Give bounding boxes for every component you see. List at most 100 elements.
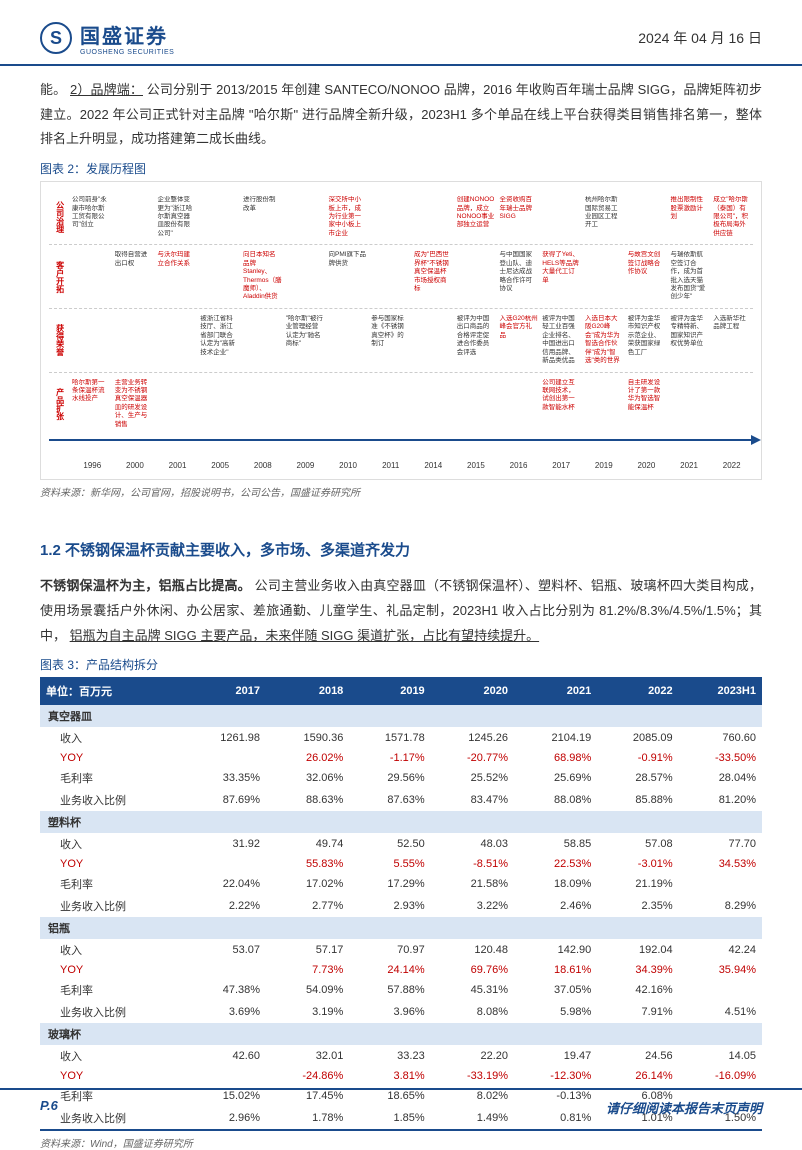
timeline-cell	[199, 196, 240, 238]
table-category-row: 塑料杯	[40, 811, 762, 833]
timeline-cell	[242, 379, 283, 430]
table-cell: 34.39%	[597, 961, 678, 979]
page-number: P.6	[40, 1098, 58, 1117]
table-cell: 2.35%	[597, 895, 678, 917]
timeline-cell	[456, 251, 497, 302]
table-cell: 33.35%	[185, 767, 266, 789]
timeline-cell	[712, 379, 753, 430]
table-cell: 14.05	[679, 1045, 762, 1067]
table-cell: 21.19%	[597, 873, 678, 895]
table-cell: 22.04%	[185, 873, 266, 895]
table-cell: 42.24	[679, 939, 762, 961]
table-cell: -16.09%	[679, 1067, 762, 1085]
table-cell: 2.46%	[514, 895, 597, 917]
intro-pre: 能。	[40, 82, 66, 97]
table-cell: 7.91%	[597, 1001, 678, 1023]
logo-text: 国盛证券 GUOSHENG SECURITIES	[80, 20, 174, 56]
table-cell: 3.19%	[266, 1001, 349, 1023]
timeline-cells: 被浙江省科技厅、浙江省部门联合认定为"高新技术企业""哈尔斯"被行业管理经营认定…	[71, 315, 753, 366]
table-cell: 22.53%	[514, 855, 597, 873]
timeline-row-label: 获得荣誉	[49, 315, 71, 366]
table-cell: 87.63%	[349, 789, 430, 811]
timeline-cell: 被评为金华市知识产权示范企业、荣获国家绿色工厂	[627, 315, 668, 366]
timeline-row: 客户开拓 取得自营进出口权与沃尔玛建立合作关系 向日本知名品牌Stanley、The…	[49, 245, 753, 309]
table-cell: 34.53%	[679, 855, 762, 873]
table-cell: 18.61%	[514, 961, 597, 979]
timeline-cell	[242, 315, 283, 366]
timeline-cell: 被评为中国出口商品的合格评定促进合作委员会评选	[456, 315, 497, 366]
chart2-title: 图表 2：发展历程图	[40, 160, 762, 177]
footer-disclaimer: 请仔细阅读本报告末页声明	[606, 1098, 762, 1117]
timeline-cell: 与沃尔玛建立合作关系	[157, 251, 198, 302]
table-cell: 2.77%	[266, 895, 349, 917]
table-metric-label: 收入	[40, 727, 185, 749]
timeline-cell	[670, 379, 711, 430]
table-cell: 58.85	[514, 833, 597, 855]
table-cell: 28.57%	[597, 767, 678, 789]
table-cell: 28.04%	[679, 767, 762, 789]
logo-icon: S	[40, 22, 72, 54]
timeline-cell	[328, 315, 369, 366]
table-row: 收入53.0757.1770.97120.48142.90192.0442.24	[40, 939, 762, 961]
timeline-cell: 杭州哈尔斯国际贸易工业园区工程开工	[584, 196, 625, 238]
timeline-year: 2008	[242, 460, 285, 471]
product-structure-table: 单位：百万元2017201820192020202120222023H1 真空器…	[40, 677, 762, 1131]
table-cell: 55.83%	[266, 855, 349, 873]
timeline-cell	[71, 251, 112, 302]
table-cell: 18.09%	[514, 873, 597, 895]
timeline-cell	[199, 379, 240, 430]
table-metric-label: YOY	[40, 855, 185, 873]
table-cell: 53.07	[185, 939, 266, 961]
table-cell: 5.98%	[514, 1001, 597, 1023]
timeline-cells: 公司前身"永康市哈尔斯工贸有限公司"创立企业整体变更为"浙江哈尔斯真空器皿股份有…	[71, 196, 753, 238]
timeline-cell: 主营业务转变为不锈钢真空保温器皿的研发设计、生产与销售	[114, 379, 155, 430]
table-cell: 8.29%	[679, 895, 762, 917]
timeline-cells: 取得自营进出口权与沃尔玛建立合作关系 向日本知名品牌Stanley、Thermos…	[71, 251, 753, 302]
table-metric-label: 毛利率	[40, 873, 185, 895]
table-row: 收入31.9249.7452.5048.0358.8557.0877.70	[40, 833, 762, 855]
table-cell: 2.22%	[185, 895, 266, 917]
timeline-year: 1996	[71, 460, 114, 471]
timeline-cell	[285, 379, 326, 430]
table-cell: 3.69%	[185, 1001, 266, 1023]
timeline-cell: 创建NONOO品牌，成立NONOO事业部独立运营	[456, 196, 497, 238]
timeline-cell: 向日本知名品牌Stanley、Thermos（膳魔师）、Aladdin供货	[242, 251, 283, 302]
timeline-cell	[413, 315, 454, 366]
table-category-label: 铝瓶	[40, 917, 762, 939]
table-cell	[185, 961, 266, 979]
timeline-cell: 取得自营进出口权	[114, 251, 155, 302]
table-cell: 26.14%	[597, 1067, 678, 1085]
timeline-year: 2014	[412, 460, 455, 471]
table-cell: 88.08%	[514, 789, 597, 811]
table-cell: 3.22%	[431, 895, 514, 917]
chart2-source: 资料来源：新华网，公司官网，招股说明书，公司公告，国盛证券研究所	[40, 484, 762, 499]
report-date: 2024 年 04 月 16 日	[638, 28, 762, 48]
table-cell	[185, 749, 266, 767]
timeline-year: 2022	[710, 460, 753, 471]
table-category-row: 真空器皿	[40, 704, 762, 727]
table-cell: 17.29%	[349, 873, 430, 895]
table-row: YOY-24.86%3.81%-33.19%-12.30%26.14%-16.0…	[40, 1067, 762, 1085]
timeline-year: 2015	[455, 460, 498, 471]
table-cell: -33.50%	[679, 749, 762, 767]
table-cell: 77.70	[679, 833, 762, 855]
table-metric-label: YOY	[40, 961, 185, 979]
para-underline: 铝瓶为自主品牌 SIGG 主要产品，未来伴随 SIGG 渠道扩张，占比有望持续提…	[70, 628, 539, 643]
timeline-row-label: 产品扩张	[49, 379, 71, 430]
table-cell: -3.01%	[597, 855, 678, 873]
timeline-cell: 与瑞依斯航空签订合作，成为首批入选天猫发布国货"爱创少年"	[670, 251, 711, 302]
timeline-row: 获得荣誉被浙江省科技厅、浙江省部门联合认定为"高新技术企业""哈尔斯"被行业管理…	[49, 309, 753, 373]
timeline-cell: 深交所中小板上市，成为行业第一家中小板上市企业	[328, 196, 369, 238]
table-metric-label: YOY	[40, 749, 185, 767]
para-bold: 不锈钢保温杯为主，铝瓶占比提高。	[40, 578, 251, 593]
timeline-year: 2021	[668, 460, 711, 471]
timeline-cell	[285, 251, 326, 302]
table-cell: 2.93%	[349, 895, 430, 917]
timeline-cell: 全资收购百年瑞士品牌SIGG	[499, 196, 540, 238]
table-cell: 8.08%	[431, 1001, 514, 1023]
table-cell: 5.55%	[349, 855, 430, 873]
table-cell: -12.30%	[514, 1067, 597, 1085]
table-cell: 26.02%	[266, 749, 349, 767]
timeline-row-label: 客户开拓	[49, 251, 71, 302]
table-cell: 25.69%	[514, 767, 597, 789]
